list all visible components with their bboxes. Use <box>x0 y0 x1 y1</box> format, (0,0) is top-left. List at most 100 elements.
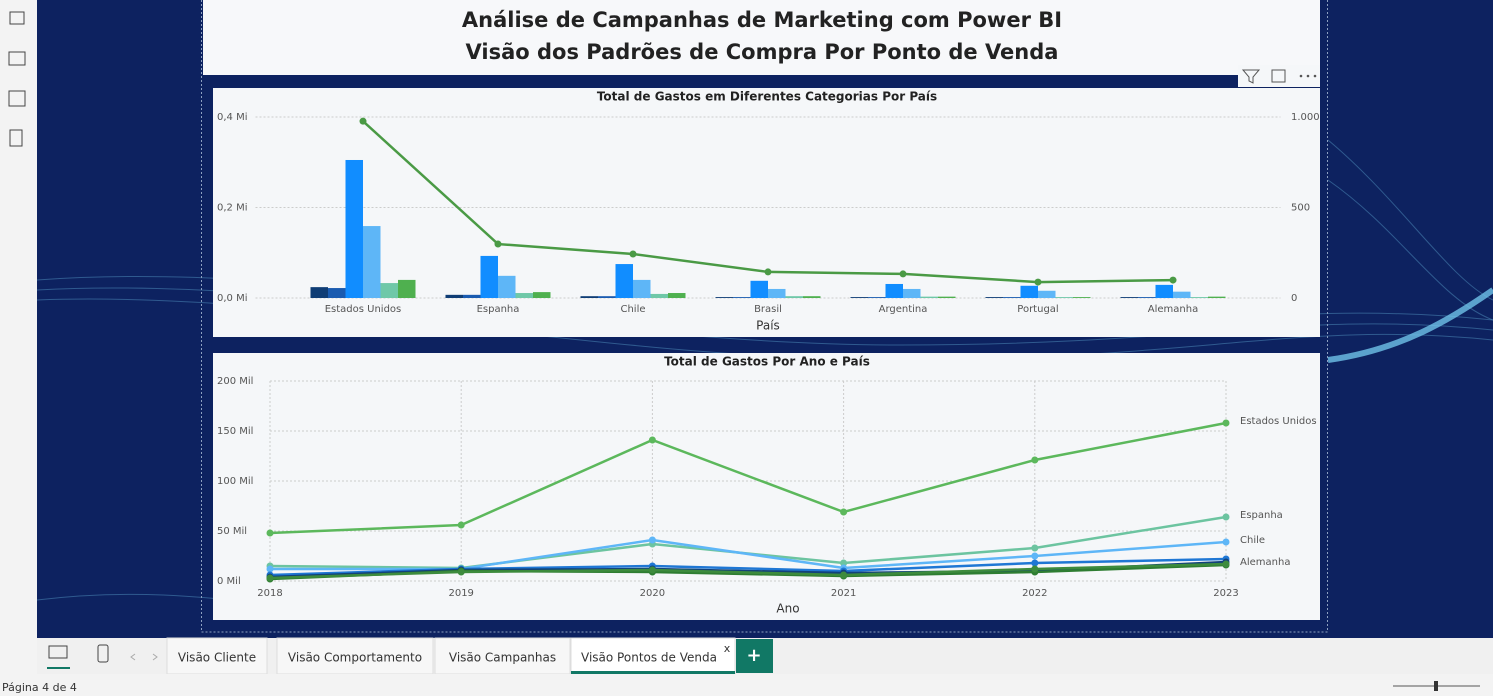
line-point <box>1031 456 1039 464</box>
line-point <box>266 529 274 537</box>
view-icons <box>47 644 158 669</box>
bar <box>615 264 633 298</box>
bar <box>1173 291 1191 298</box>
bar <box>1155 284 1173 298</box>
report-icon[interactable] <box>9 11 25 25</box>
mobile-view[interactable] <box>97 644 109 663</box>
bar <box>310 287 328 298</box>
bar <box>598 296 616 298</box>
y-tick-label: 150 Mil <box>217 426 253 437</box>
line-point <box>1031 552 1039 560</box>
line-point <box>457 568 465 576</box>
y-tick-label: 0,4 Mi <box>217 112 248 123</box>
line-point <box>648 536 656 544</box>
bar <box>850 297 868 298</box>
bar <box>345 159 363 298</box>
bar <box>1020 285 1038 298</box>
bar <box>398 279 416 298</box>
line-point <box>266 574 274 582</box>
x-tick-label: Chile <box>620 304 645 315</box>
dax-icon[interactable] <box>9 129 23 147</box>
x-axis-label: País <box>756 319 780 333</box>
bar <box>1208 296 1226 298</box>
y2-tick-label: 500 <box>1291 203 1310 214</box>
y2-tick-label: 1.000 <box>1291 112 1320 123</box>
bar <box>363 226 381 298</box>
bar <box>920 296 938 298</box>
bar <box>328 288 346 298</box>
series-label: Espanha <box>1240 510 1283 521</box>
bar <box>533 292 551 298</box>
bar <box>733 297 751 298</box>
add-tab[interactable] <box>736 639 773 673</box>
line-point <box>648 566 656 574</box>
series-label: Chile <box>1240 535 1265 546</box>
bar <box>1073 297 1091 298</box>
x-tick-label: 2020 <box>640 588 665 599</box>
chart-panel <box>213 353 1320 620</box>
line-point <box>1169 276 1177 284</box>
line <box>269 421 1227 535</box>
bar <box>580 296 598 298</box>
tab-label: Visão Campanhas <box>449 651 556 665</box>
filter-icon[interactable] <box>1241 69 1261 84</box>
sidebar <box>0 0 37 638</box>
x-tick-label: Espanha <box>477 304 520 315</box>
line-point <box>494 240 502 248</box>
add-tab-label: + <box>746 645 761 666</box>
table-icon[interactable] <box>8 51 26 66</box>
x-tick-label: Portugal <box>1017 304 1058 315</box>
line-point <box>629 250 637 258</box>
model-icon[interactable] <box>8 90 26 107</box>
bar <box>868 297 886 298</box>
visual-toolbar <box>1238 65 1320 87</box>
more-icon[interactable] <box>1299 74 1317 78</box>
series-label: Alemanha <box>1240 557 1290 568</box>
focus-icon[interactable] <box>1271 69 1286 83</box>
y-tick-label: 200 Mil <box>217 376 253 387</box>
y-tick-label: 0 Mil <box>217 576 241 587</box>
bar <box>1120 297 1138 298</box>
bar <box>750 280 768 298</box>
x-tick-label: 2022 <box>1022 588 1047 599</box>
tab-close[interactable]: x <box>724 642 731 655</box>
tab[interactable] <box>434 637 571 675</box>
line-point <box>1222 419 1230 427</box>
desktop-view[interactable] <box>48 645 68 659</box>
tab-underline <box>571 671 735 674</box>
x-tick-label: 2018 <box>257 588 282 599</box>
bar <box>715 297 733 298</box>
tab[interactable] <box>276 637 434 675</box>
bar <box>668 293 686 298</box>
bar <box>803 296 821 298</box>
nav-arrows[interactable] <box>130 653 158 661</box>
line-point <box>457 521 465 529</box>
line-point <box>1222 538 1230 546</box>
bar <box>445 294 463 298</box>
tab[interactable] <box>166 637 268 675</box>
bar <box>1038 290 1056 298</box>
bar <box>938 296 956 298</box>
bar <box>885 283 903 298</box>
bar <box>480 255 498 298</box>
x-tick-label: 2023 <box>1213 588 1238 599</box>
bar <box>1190 297 1208 298</box>
bar <box>515 293 533 298</box>
line-point <box>648 436 656 444</box>
header-subtitle: Visão dos Padrões de Compra Por Ponto de… <box>466 40 1059 64</box>
bar <box>498 275 516 298</box>
tab-label: Visão Comportamento <box>288 651 422 665</box>
zoom-slider[interactable] <box>1393 681 1480 691</box>
y-tick-label: 0,2 Mi <box>217 203 248 214</box>
y-tick-label: 50 Mil <box>217 526 247 537</box>
tabs: Visão Cliente Visão Comportamento Visão Ca… <box>166 637 773 675</box>
x-tick-label: Estados Unidos <box>325 304 402 315</box>
header-title: Análise de Campanhas de Marketing com Po… <box>462 8 1062 32</box>
status-text: Página 4 de 4 <box>2 681 77 694</box>
line-point <box>1031 559 1039 567</box>
tab-label: Visão Cliente <box>178 651 256 665</box>
tab-label: Visão Pontos de Venda <box>581 651 717 665</box>
x-tick-label: 2021 <box>831 588 856 599</box>
header <box>203 0 1320 75</box>
